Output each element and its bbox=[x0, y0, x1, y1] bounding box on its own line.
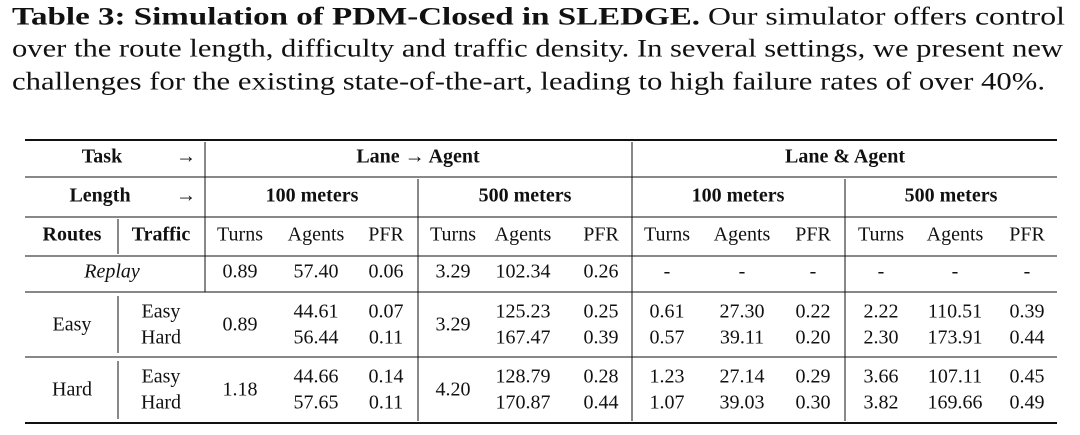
route-label: Easy bbox=[53, 314, 92, 336]
cell: 1.07 bbox=[650, 392, 685, 414]
cell: 57.40 bbox=[294, 261, 339, 283]
column-header: Turns bbox=[858, 224, 904, 246]
cell: 0.22 bbox=[796, 301, 831, 323]
column-header: PFR bbox=[368, 224, 404, 246]
table: Task → Lane → Agent Lane & Agent Length → 100 … bbox=[25, 139, 1057, 424]
column-header: PFR bbox=[795, 224, 831, 246]
column-header: Agents bbox=[495, 224, 552, 246]
traffic-label: Easy bbox=[142, 301, 181, 323]
group-header: 100 meters bbox=[692, 185, 785, 207]
cell: 0.11 bbox=[369, 327, 403, 349]
caption-line: challenges for the existing state-of-the… bbox=[12, 69, 1045, 96]
cell: 0.26 bbox=[584, 261, 619, 283]
cell: 3.29 bbox=[436, 261, 471, 283]
cell: 167.47 bbox=[496, 327, 551, 349]
cell: 4.20 bbox=[436, 379, 471, 401]
cell: 44.66 bbox=[294, 366, 339, 388]
column-header: PFR bbox=[583, 224, 619, 246]
group-header: Lane & Agent bbox=[785, 146, 905, 168]
cell: 57.65 bbox=[294, 392, 339, 414]
cell: 0.49 bbox=[1010, 392, 1045, 414]
cell: 0.28 bbox=[584, 366, 619, 388]
traffic-label: Hard bbox=[141, 392, 181, 414]
cell: 1.23 bbox=[650, 366, 685, 388]
cell: 3.66 bbox=[864, 366, 899, 388]
column-header: Agents bbox=[288, 224, 345, 246]
group-header: 500 meters bbox=[479, 185, 572, 207]
cell: 0.89 bbox=[223, 261, 258, 283]
cell: 102.34 bbox=[496, 261, 551, 283]
column-header: Turns bbox=[430, 224, 476, 246]
cell: 0.44 bbox=[584, 392, 619, 414]
cell: 170.87 bbox=[496, 392, 551, 414]
row-label: Replay bbox=[83, 261, 140, 283]
traffic-label: Easy bbox=[142, 366, 181, 388]
column-header: Agents bbox=[714, 224, 771, 246]
cell: - bbox=[952, 261, 959, 283]
cell: - bbox=[810, 261, 817, 283]
cell: 0.14 bbox=[369, 366, 404, 388]
cell: - bbox=[1024, 261, 1031, 283]
column-header: Traffic bbox=[132, 224, 191, 246]
cell: 0.06 bbox=[369, 261, 404, 283]
cell: 2.30 bbox=[864, 327, 899, 349]
cell: - bbox=[878, 261, 885, 283]
cell: 39.11 bbox=[720, 327, 764, 349]
arrow: → bbox=[176, 146, 196, 168]
cell: 0.20 bbox=[796, 327, 831, 349]
cell: 0.61 bbox=[650, 301, 685, 323]
cell: 0.07 bbox=[369, 301, 404, 323]
group-header: Lane → Agent bbox=[356, 146, 480, 168]
cell: 1.18 bbox=[223, 379, 258, 401]
column-header: Routes bbox=[43, 224, 102, 246]
cell: 125.23 bbox=[496, 301, 551, 323]
cell: - bbox=[739, 261, 746, 283]
cell: 0.39 bbox=[1010, 301, 1045, 323]
column-header: Agents bbox=[927, 224, 984, 246]
traffic-label: Hard bbox=[141, 327, 181, 349]
cell: 56.44 bbox=[294, 327, 339, 349]
column-header: PFR bbox=[1009, 224, 1045, 246]
cell: 0.89 bbox=[223, 314, 258, 336]
cell: 169.66 bbox=[928, 392, 983, 414]
row-label: Task bbox=[82, 146, 123, 168]
cell: 0.45 bbox=[1010, 366, 1045, 388]
cell: 0.30 bbox=[796, 392, 831, 414]
row-label: Length bbox=[69, 185, 130, 207]
cell: 27.30 bbox=[720, 301, 765, 323]
cell: 110.51 bbox=[928, 301, 982, 323]
caption-line: Our simulator offers control bbox=[708, 4, 1065, 31]
caption-line: over the route length, difficulty and tr… bbox=[12, 36, 1063, 63]
cell: 0.44 bbox=[1010, 327, 1045, 349]
cell: 27.14 bbox=[720, 366, 765, 388]
column-header: Turns bbox=[217, 224, 263, 246]
cell: 0.25 bbox=[584, 301, 619, 323]
cell: 0.29 bbox=[796, 366, 831, 388]
group-header: 500 meters bbox=[905, 185, 998, 207]
cell: 0.11 bbox=[369, 392, 403, 414]
cell: 0.39 bbox=[584, 327, 619, 349]
column-header: Turns bbox=[644, 224, 690, 246]
cell: 2.22 bbox=[864, 301, 899, 323]
arrow: → bbox=[176, 185, 196, 207]
cell: 3.29 bbox=[436, 314, 471, 336]
cell: 39.03 bbox=[720, 392, 765, 414]
group-header: 100 meters bbox=[266, 185, 359, 207]
cell: 107.11 bbox=[928, 366, 982, 388]
route-label: Hard bbox=[52, 379, 92, 401]
cell: 173.91 bbox=[928, 327, 983, 349]
cell: 128.79 bbox=[496, 366, 551, 388]
cell: - bbox=[664, 261, 671, 283]
cell: 0.57 bbox=[650, 327, 685, 349]
cell: 3.82 bbox=[864, 392, 899, 414]
cell: 44.61 bbox=[294, 301, 339, 323]
caption-label: Table 3: Simulation of PDM-Closed in SLE… bbox=[12, 4, 700, 31]
